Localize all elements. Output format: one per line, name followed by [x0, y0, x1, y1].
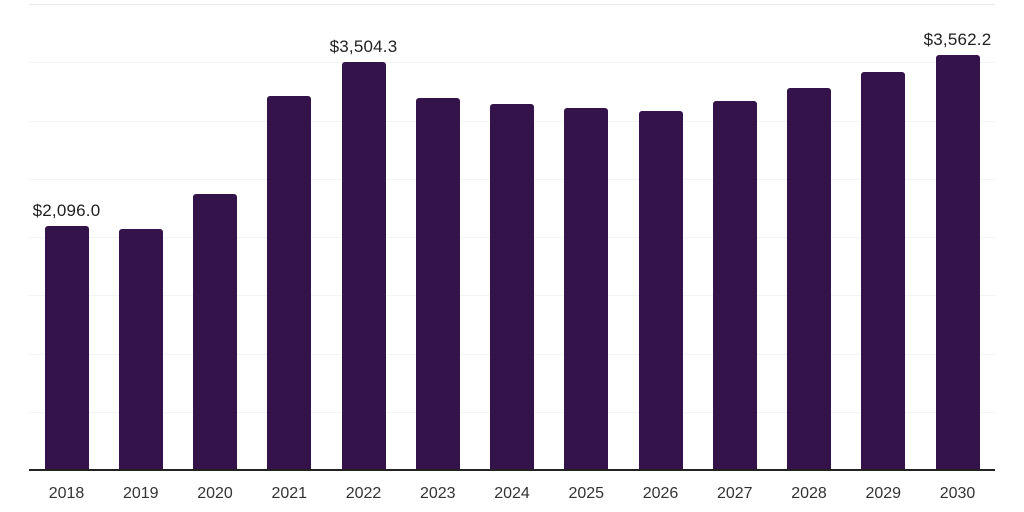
- value-label-2030: $3,562.2: [923, 30, 992, 50]
- value-label-2022: $3,504.3: [329, 36, 398, 56]
- bar-2022: [341, 61, 386, 470]
- bar-2025: [564, 107, 609, 470]
- x-axis-line: [29, 469, 995, 471]
- x-tick-2025: 2025: [568, 485, 605, 502]
- bar-2021: [267, 96, 312, 470]
- x-tick-2018: 2018: [48, 485, 85, 502]
- x-tick-2021: 2021: [271, 485, 308, 502]
- x-tick-2028: 2028: [791, 485, 827, 502]
- x-tick-2024: 2024: [494, 485, 530, 502]
- bar-2029: [861, 72, 906, 470]
- gridline: [29, 62, 995, 64]
- x-tick-2029: 2029: [865, 485, 902, 502]
- bar-2023: [415, 97, 460, 470]
- gridline-top: [29, 4, 995, 5]
- x-tick-2026: 2026: [642, 485, 679, 502]
- x-tick-2027: 2027: [716, 485, 753, 502]
- bar-2018: [44, 225, 89, 470]
- plot-area: $2,096.0 $3,504.3 $3,562.2: [29, 4, 995, 470]
- x-tick-2022: 2022: [345, 485, 382, 502]
- x-tick-2020: 2020: [197, 485, 233, 502]
- x-tick-2030: 2030: [939, 485, 976, 502]
- bar-2020: [193, 193, 237, 470]
- x-tick-2023: 2023: [419, 485, 456, 502]
- value-label-2018: $2,096.0: [32, 200, 101, 220]
- bar-2026: [638, 110, 683, 470]
- x-tick-2019: 2019: [122, 485, 159, 502]
- bar-2019: [118, 228, 163, 470]
- bar-2024: [490, 103, 534, 470]
- bar-2027: [712, 100, 757, 470]
- x-axis-labels: 2018 2019 2020 2021 2022 2023 2024 2025 2026 2027…: [29, 485, 995, 505]
- bar-2030: [935, 55, 980, 470]
- bar-2028: [787, 87, 831, 470]
